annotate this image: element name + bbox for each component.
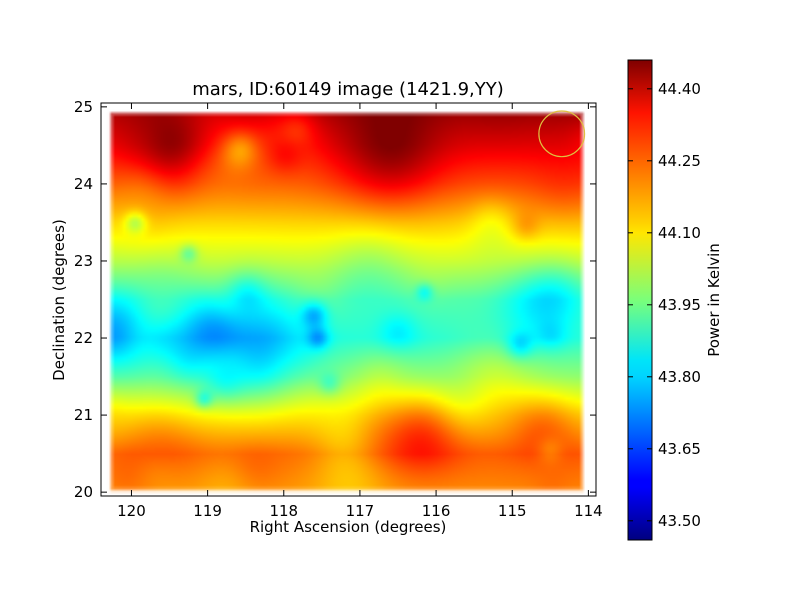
y-axis-ticks: 20 21 22 23 24 25 [74, 98, 596, 501]
colorbar-tick-label: 43.95 [658, 296, 701, 314]
colorbar-tick-label: 44.40 [658, 80, 701, 98]
marker-circle [538, 110, 586, 158]
chart-title: mars, ID:60149 image (1421.9,YY) [192, 79, 504, 100]
x-axis-ticks: 120 119 118 117 116 115 114 [117, 103, 603, 520]
y-tick-label: 22 [74, 329, 93, 347]
x-tick-label: 118 [269, 502, 298, 520]
colorbar-label: Power in Kelvin [705, 243, 723, 357]
heatmap-area [100, 102, 597, 497]
colorbar-tick-label: 43.80 [658, 368, 701, 386]
x-axis-label: Right Ascension (degrees) [250, 518, 447, 536]
y-tick-label: 24 [74, 175, 93, 193]
colorbar-tick-label: 44.25 [658, 152, 701, 170]
x-tick-label: 117 [346, 502, 375, 520]
colorbar-gradient [627, 59, 653, 541]
y-tick-label: 21 [74, 406, 93, 424]
colorbar-tick-label: 43.65 [658, 440, 701, 458]
x-tick-label: 120 [117, 502, 146, 520]
heatmap-image [101, 103, 596, 496]
y-tick-label: 23 [74, 252, 93, 270]
colorbar-ticks: 43.50 43.65 43.80 43.95 44.10 44.25 44.40 [628, 80, 701, 530]
colorbar: 43.50 43.65 43.80 43.95 44.10 44.25 44.40 Powe… [627, 59, 723, 541]
x-tick-label: 114 [574, 502, 603, 520]
x-tick-label: 116 [422, 502, 451, 520]
x-tick-label: 115 [498, 502, 527, 520]
y-tick-label: 25 [74, 98, 93, 116]
y-axis-label: Declination (degrees) [50, 219, 68, 381]
colorbar-tick-label: 44.10 [658, 224, 701, 242]
x-tick-label: 119 [193, 502, 222, 520]
y-tick-label: 20 [74, 483, 93, 501]
colorbar-tick-label: 43.50 [658, 512, 701, 530]
plot-frame [100, 102, 597, 497]
